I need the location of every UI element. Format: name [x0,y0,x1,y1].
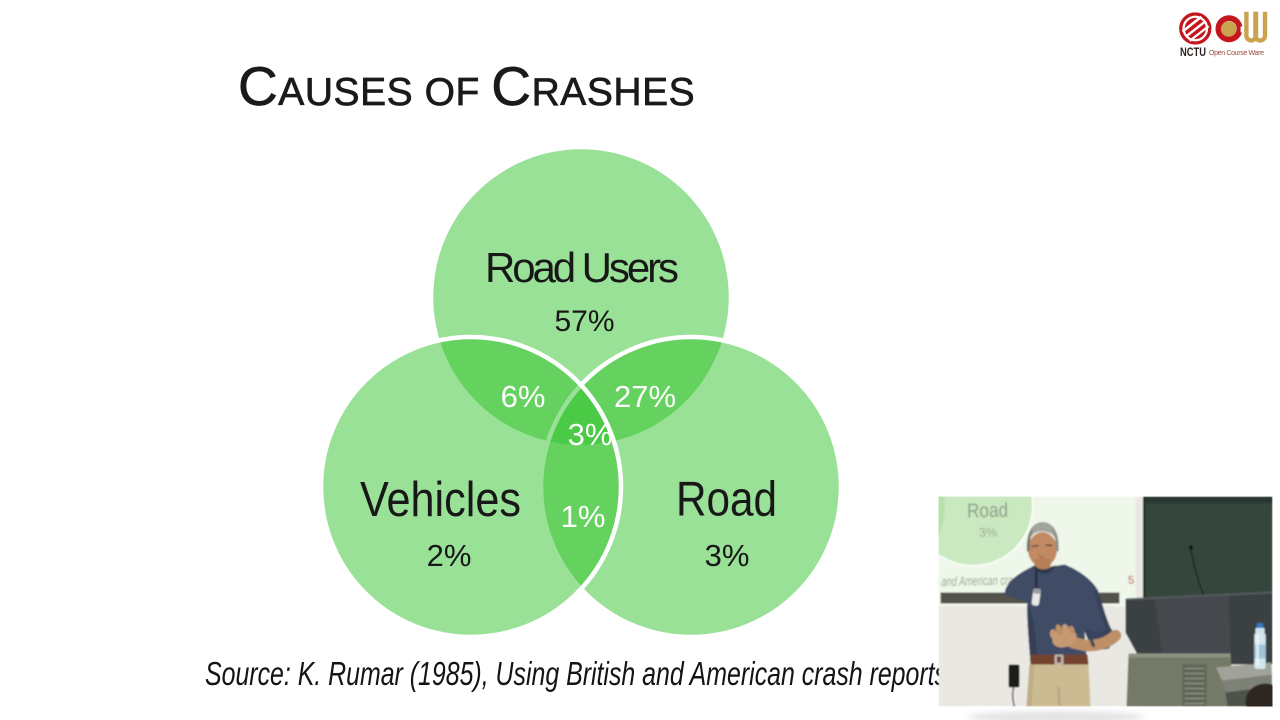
svg-text:Vehicles: Vehicles [360,473,521,527]
svg-text:3%: 3% [568,417,613,452]
svg-text:Road: Road [676,473,777,527]
svg-text:Road Users: Road Users [485,244,679,291]
svg-text:Road: Road [967,500,1008,523]
svg-text:2%: 2% [427,538,472,573]
svg-text:6%: 6% [501,379,546,414]
svg-text:27%: 27% [614,379,676,414]
svg-text:5: 5 [1128,575,1134,587]
svg-text:Open Course Ware: Open Course Ware [1209,50,1264,57]
svg-text:NCTU: NCTU [1180,47,1206,59]
svg-text:CAUSES OF CRASHES: CAUSES OF CRASHES [238,55,695,117]
svg-text:3%: 3% [979,525,997,539]
svg-text:Source: K. Rumar (1985), Using: Source: K. Rumar (1985), Using British a… [205,655,947,692]
svg-text:3%: 3% [705,538,750,573]
svg-text:1%: 1% [561,499,606,534]
svg-text:57%: 57% [554,305,614,338]
